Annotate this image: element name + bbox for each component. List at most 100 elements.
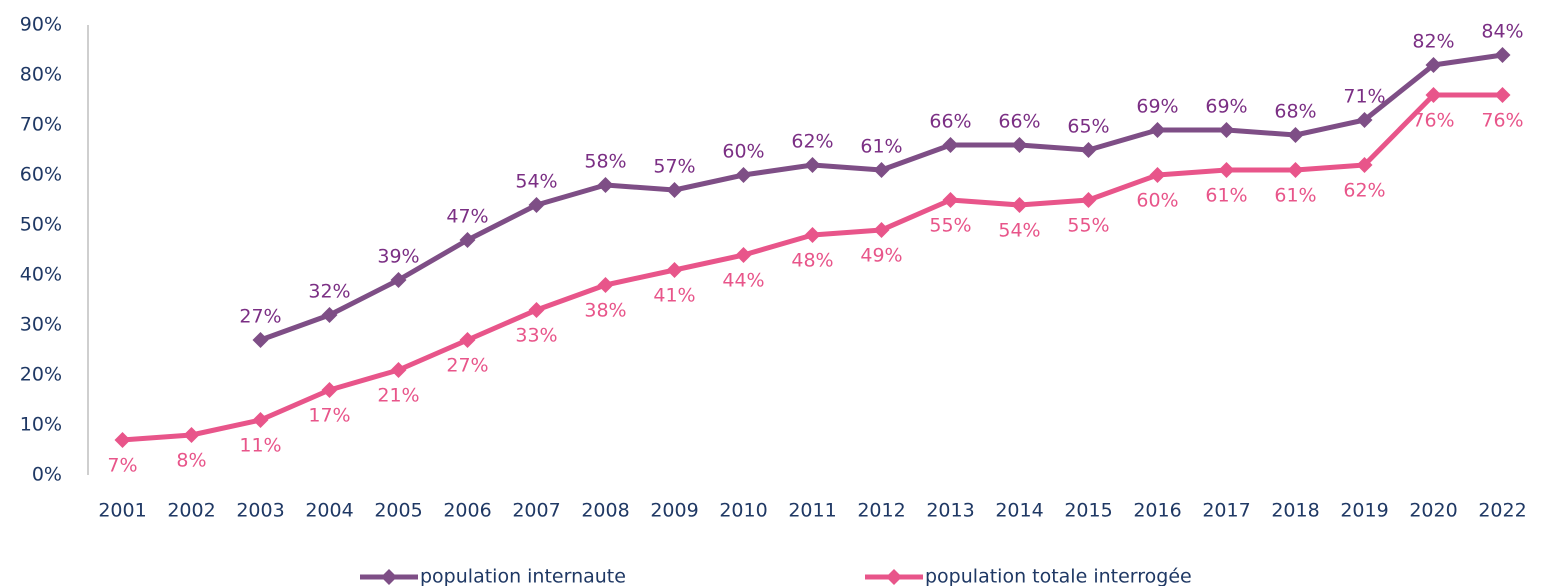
marker xyxy=(321,307,338,323)
y-tick-label: 10% xyxy=(20,414,62,436)
data-label: 44% xyxy=(722,270,764,292)
data-label: 66% xyxy=(929,111,971,133)
data-label: 38% xyxy=(584,300,626,322)
data-label: 84% xyxy=(1481,21,1523,43)
marker xyxy=(804,227,821,243)
marker xyxy=(114,432,131,448)
x-tick-label: 2020 xyxy=(1409,500,1457,522)
data-label: 82% xyxy=(1412,31,1454,53)
marker xyxy=(1494,47,1511,63)
marker xyxy=(873,162,890,178)
data-label: 47% xyxy=(446,206,488,228)
x-tick-label: 2010 xyxy=(719,500,767,522)
marker xyxy=(735,167,752,183)
marker xyxy=(321,382,338,398)
data-label: 69% xyxy=(1136,96,1178,118)
x-tick-label: 2011 xyxy=(788,500,836,522)
data-label: 76% xyxy=(1481,110,1523,132)
marker xyxy=(528,302,545,318)
data-label: 49% xyxy=(860,245,902,267)
x-tick-label: 2012 xyxy=(857,500,905,522)
marker xyxy=(1080,192,1097,208)
data-label: 58% xyxy=(584,151,626,173)
data-label: 55% xyxy=(929,215,971,237)
marker xyxy=(252,332,269,348)
marker xyxy=(804,157,821,173)
marker xyxy=(390,362,407,378)
data-label: 11% xyxy=(239,435,281,457)
legend-label: population totale interrogée xyxy=(925,566,1192,586)
data-label: 61% xyxy=(860,136,902,158)
marker xyxy=(1356,112,1373,128)
x-tick-label: 2008 xyxy=(581,500,629,522)
marker xyxy=(528,197,545,213)
marker xyxy=(1149,167,1166,183)
marker xyxy=(459,232,476,248)
marker xyxy=(942,137,959,153)
marker xyxy=(1287,127,1304,143)
data-label: 33% xyxy=(515,325,557,347)
marker xyxy=(942,192,959,208)
data-label: 21% xyxy=(377,385,419,407)
marker xyxy=(459,332,476,348)
x-tick-label: 2002 xyxy=(167,500,215,522)
marker xyxy=(666,182,683,198)
data-label: 54% xyxy=(998,220,1040,242)
x-tick-label: 2005 xyxy=(374,500,422,522)
y-tick-label: 30% xyxy=(20,314,62,336)
y-tick-label: 40% xyxy=(20,264,62,286)
x-tick-label: 2009 xyxy=(650,500,698,522)
data-label: 17% xyxy=(308,405,350,427)
marker xyxy=(1356,157,1373,173)
y-tick-label: 50% xyxy=(20,214,62,236)
data-label: 60% xyxy=(722,141,764,163)
data-label: 62% xyxy=(791,131,833,153)
x-tick-label: 2017 xyxy=(1202,500,1250,522)
data-label: 8% xyxy=(176,450,206,472)
x-tick-label: 2022 xyxy=(1478,500,1526,522)
y-tick-label: 80% xyxy=(20,64,62,86)
x-tick-label: 2007 xyxy=(512,500,560,522)
marker xyxy=(1494,87,1511,103)
x-tick-label: 2016 xyxy=(1133,500,1181,522)
marker xyxy=(735,247,752,263)
x-tick-label: 2013 xyxy=(926,500,974,522)
marker xyxy=(252,412,269,428)
x-tick-label: 2018 xyxy=(1271,500,1319,522)
data-label: 60% xyxy=(1136,190,1178,212)
data-label: 66% xyxy=(998,111,1040,133)
data-label: 48% xyxy=(791,250,833,272)
y-tick-label: 20% xyxy=(20,364,62,386)
data-label: 41% xyxy=(653,285,695,307)
x-tick-label: 2019 xyxy=(1340,500,1388,522)
data-label: 39% xyxy=(377,246,419,268)
marker xyxy=(390,272,407,288)
x-tick-label: 2001 xyxy=(98,500,146,522)
data-label: 62% xyxy=(1343,180,1385,202)
data-label: 27% xyxy=(446,355,488,377)
data-label: 61% xyxy=(1274,185,1316,207)
marker xyxy=(1080,142,1097,158)
x-tick-label: 2006 xyxy=(443,500,491,522)
marker xyxy=(666,262,683,278)
data-label: 69% xyxy=(1205,96,1247,118)
marker xyxy=(597,277,614,293)
data-label: 65% xyxy=(1067,116,1109,138)
marker xyxy=(597,177,614,193)
y-tick-label: 70% xyxy=(20,114,62,136)
data-label: 61% xyxy=(1205,185,1247,207)
legend-marker xyxy=(381,569,397,585)
legend-label: population internaute xyxy=(420,566,626,586)
marker xyxy=(1218,162,1235,178)
x-tick-label: 2004 xyxy=(305,500,353,522)
marker xyxy=(1287,162,1304,178)
y-tick-label: 90% xyxy=(20,14,62,36)
marker xyxy=(183,427,200,443)
y-tick-label: 0% xyxy=(32,464,62,486)
x-tick-label: 2003 xyxy=(236,500,284,522)
data-label: 71% xyxy=(1343,86,1385,108)
marker xyxy=(1425,87,1442,103)
data-label: 68% xyxy=(1274,101,1316,123)
data-label: 76% xyxy=(1412,110,1454,132)
